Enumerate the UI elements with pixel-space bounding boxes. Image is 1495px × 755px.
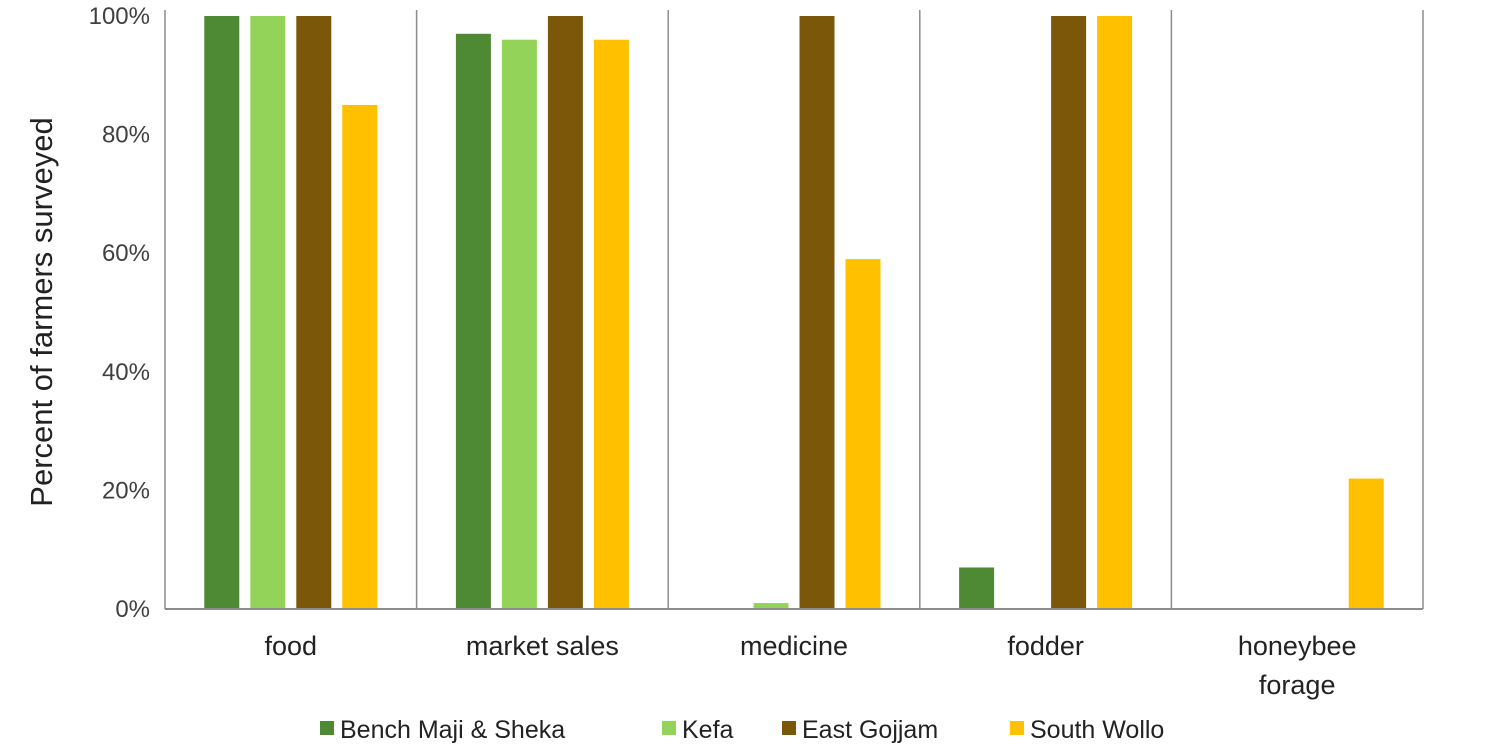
y-tick-label: 0% (115, 596, 150, 623)
bar-east-gojjam-market-sales (547, 16, 583, 609)
legend-label: South Wollo (1030, 716, 1164, 744)
bar-south-wollo-market-sales (593, 39, 629, 610)
y-tick-labels: 0% 20% 40% 60% 80% 100% (89, 3, 150, 623)
legend-swatch (320, 721, 334, 735)
category-label-honeybee-forage: honeybee forage (1238, 631, 1357, 700)
legend-swatch (782, 721, 796, 735)
category-label-food: food (265, 631, 318, 661)
y-tick-label: 20% (102, 477, 150, 504)
bar-south-wollo-fodder (1097, 16, 1133, 609)
y-tick-label: 80% (102, 122, 150, 149)
category-labels: food market sales medicine fodder honeybee fo… (265, 631, 1357, 700)
bar-kefa-food (250, 16, 286, 609)
bar-bench-maji-sheka-food (204, 16, 240, 609)
bar-east-gojjam-medicine (799, 16, 835, 609)
bars (204, 16, 1384, 610)
bar-south-wollo-honeybee-forage (1348, 478, 1384, 609)
y-tick-label: 40% (102, 359, 150, 386)
bar-bench-maji-sheka-market-sales (455, 33, 491, 610)
bar-kefa-market-sales (501, 39, 537, 610)
legend-label: Bench Maji & Sheka (340, 716, 565, 744)
bar-east-gojjam-food (296, 16, 332, 609)
bar-kefa-medicine (753, 603, 789, 609)
category-label-fodder: fodder (1007, 631, 1084, 661)
group-separators (164, 10, 1424, 609)
legend-label: Kefa (682, 716, 734, 744)
legend-swatch (1010, 721, 1024, 735)
bar-east-gojjam-fodder (1051, 16, 1087, 609)
y-tick-label: 100% (89, 3, 150, 30)
legend-item-east-gojjam: East Gojjam (782, 716, 938, 744)
legend-item-bench-maji-sheka: Bench Maji & Sheka (320, 716, 565, 744)
legend-label: East Gojjam (802, 716, 938, 744)
legend-item-kefa: Kefa (662, 716, 734, 744)
y-axis-title: Percent of farmers surveyed (24, 117, 59, 506)
bar-south-wollo-food (342, 104, 378, 609)
legend-item-south-wollo: South Wollo (1010, 716, 1164, 744)
bar-south-wollo-medicine (845, 259, 881, 609)
bar-bench-maji-sheka-fodder (959, 567, 995, 609)
legend: Bench Maji & Sheka Kefa East Gojjam South W… (320, 716, 1164, 744)
legend-swatch (662, 721, 676, 735)
category-label-market-sales: market sales (466, 631, 619, 661)
category-label-medicine: medicine (740, 631, 848, 661)
y-tick-label: 60% (102, 240, 150, 267)
